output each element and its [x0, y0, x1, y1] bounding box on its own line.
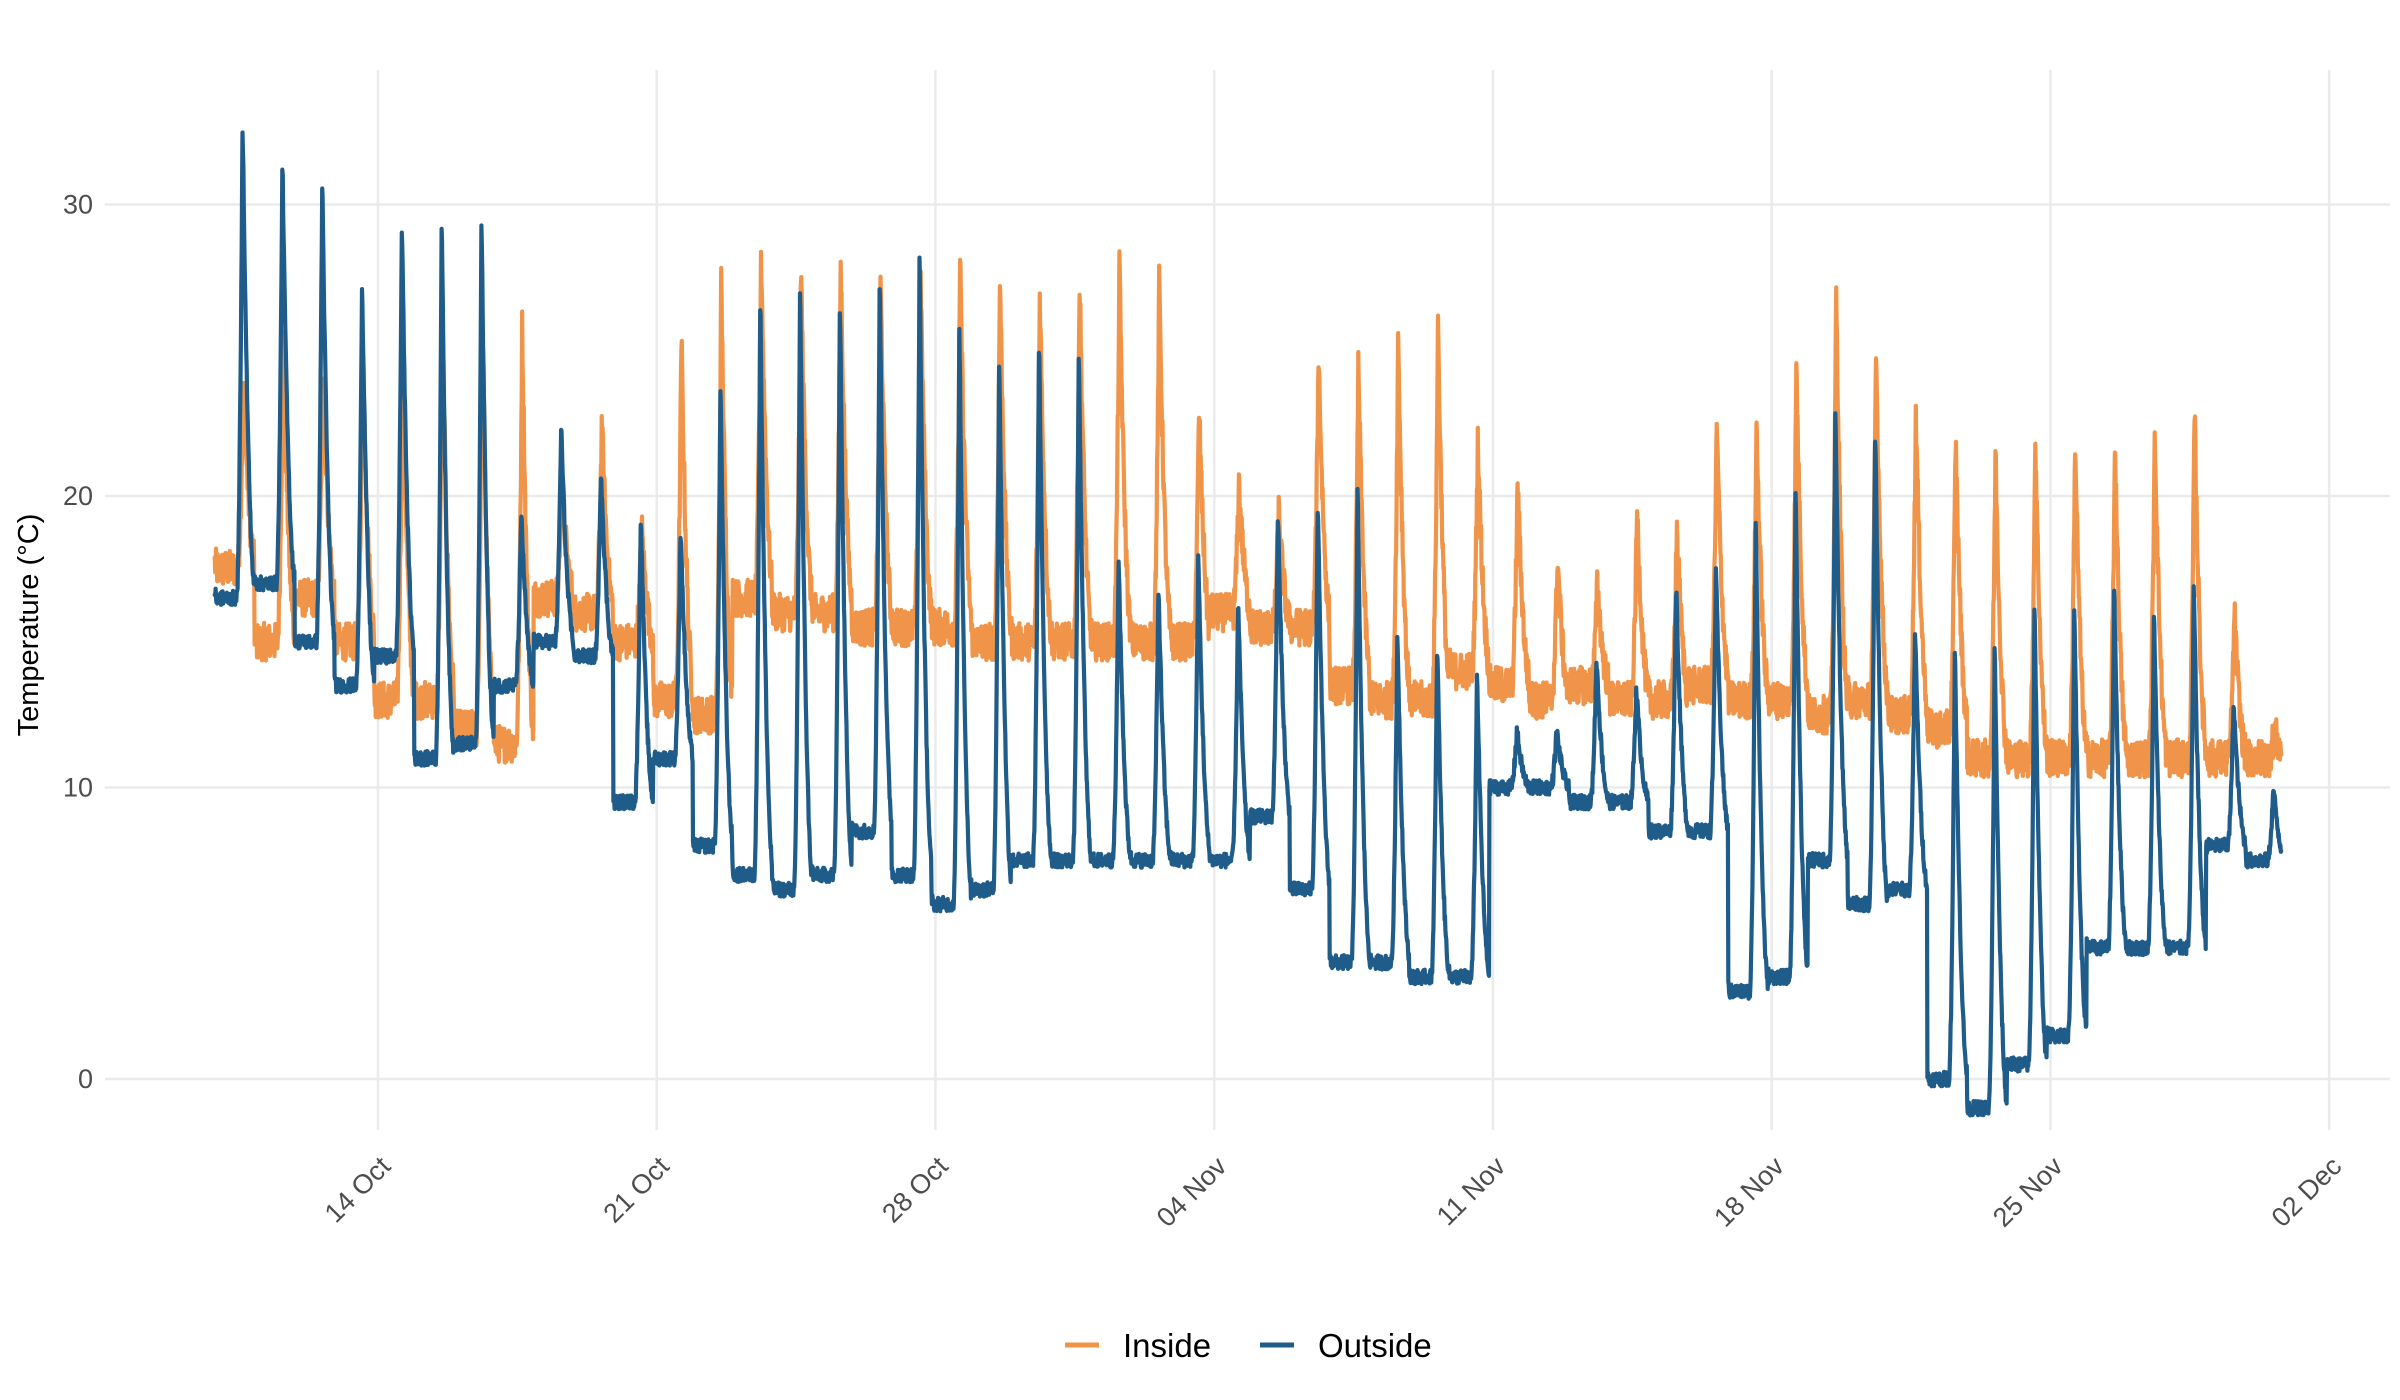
legend-label-inside: Inside: [1123, 1327, 1211, 1364]
series-line-outside: [212, 130, 2284, 1118]
x-tick-label: 14 Oct: [319, 1151, 397, 1229]
x-tick-label: 25 Nov: [1987, 1151, 2069, 1233]
x-tick-label: 11 Nov: [1431, 1151, 1512, 1232]
y-tick-label: 20: [63, 481, 93, 511]
x-tick-label: 02 Dec: [2266, 1151, 2348, 1233]
x-tick-label: 21 Oct: [598, 1151, 676, 1229]
y-tick-label: 10: [63, 773, 93, 803]
y-tick-label: 0: [78, 1064, 93, 1094]
legend-label-outside: Outside: [1318, 1327, 1432, 1364]
y-tick-label: 30: [63, 190, 93, 220]
x-tick-label: 18 Nov: [1708, 1151, 1790, 1233]
x-tick-label: 04 Nov: [1151, 1151, 1233, 1233]
y-axis-tick-labels: 0 10 20 30: [63, 190, 93, 1095]
x-tick-label: 28 Oct: [876, 1151, 954, 1229]
x-axis-tick-labels: 14 Oct 21 Oct 28 Oct 04 Nov 11 Nov 18 Nov 25 N…: [319, 1151, 2348, 1233]
series-line-inside: [212, 249, 2284, 780]
series-lines: [212, 130, 2284, 1118]
legend: Inside Outside: [1065, 1327, 1432, 1364]
y-axis-title: Temperature (°C): [13, 514, 45, 737]
